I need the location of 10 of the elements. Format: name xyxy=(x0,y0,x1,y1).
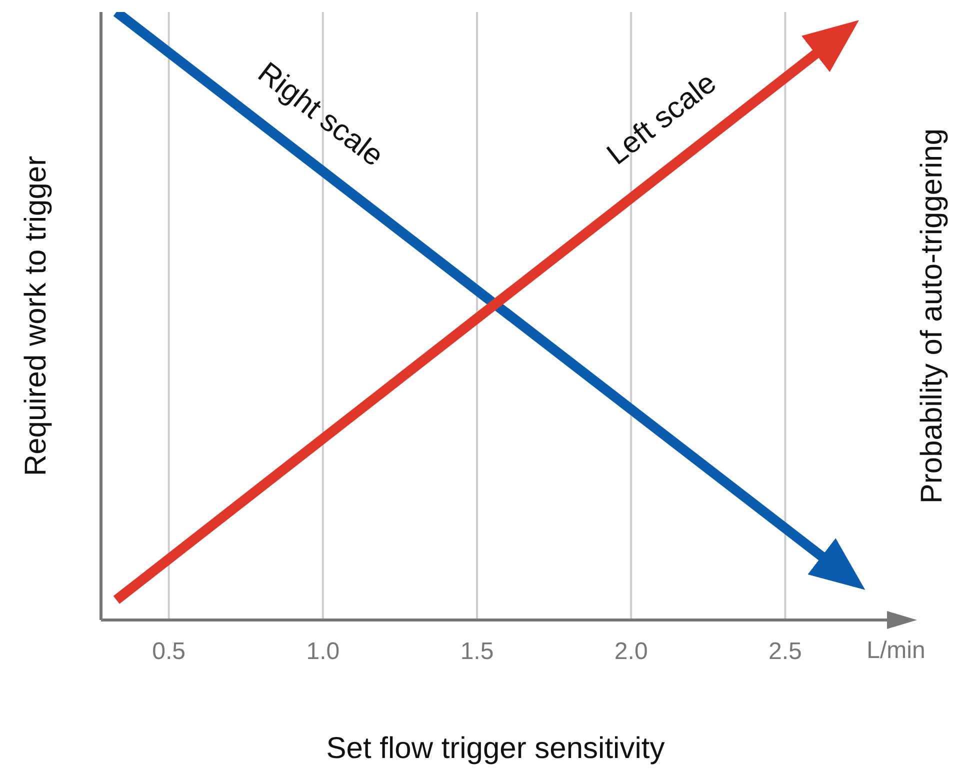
x-tick-label: 0.5 xyxy=(152,638,186,666)
text: L/min xyxy=(866,637,926,664)
x-tick-label: 2.5 xyxy=(768,638,802,666)
x-tick-label: 2.0 xyxy=(614,638,648,666)
x-tick-label: 1.0 xyxy=(306,638,340,666)
x-axis-title: Set flow trigger sensitivity xyxy=(326,732,665,765)
y-axis-title: Required work to trigger xyxy=(20,156,53,476)
text: Left scale xyxy=(600,66,723,172)
y2-axis-title: Probability of auto-triggering xyxy=(916,128,949,504)
x-tick-label: 1.5 xyxy=(460,638,494,666)
